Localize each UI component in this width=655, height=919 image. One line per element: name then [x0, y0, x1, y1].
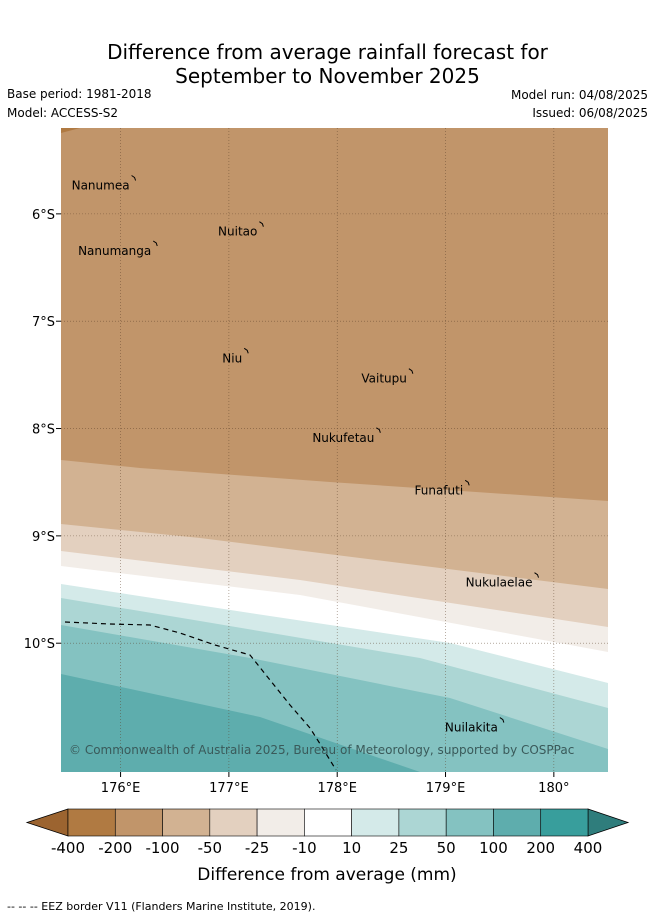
- lon-tick-label-2: 178°E: [317, 781, 357, 796]
- colorbar-swatch-7: [398, 808, 447, 837]
- eez-footnote: -- -- -- EEZ border V11 (Flanders Marine…: [7, 900, 316, 913]
- colorbar-swatch-8: [445, 808, 494, 837]
- island-outline-2: [152, 240, 158, 247]
- issued-date: Issued: 06/08/2025: [532, 106, 648, 120]
- title-line-1: Difference from average rainfall forecas…: [107, 40, 548, 64]
- colorbar-swatch-5: [304, 808, 352, 837]
- band-400-200: [61, 128, 80, 133]
- colorbar-tick-2: -100: [146, 839, 180, 857]
- colorbar-swatch-1: [114, 808, 163, 837]
- lat-tick-label-4: 10°S: [24, 637, 55, 652]
- colorbar-swatch-6: [351, 808, 400, 837]
- colorbar-swatch-3: [209, 808, 258, 837]
- colorbar-swatch-0: [67, 808, 116, 837]
- lat-tick-label-2: 8°S: [32, 423, 55, 438]
- island-label-0: Nanumea: [72, 179, 130, 193]
- island-outline-0: [131, 175, 137, 181]
- island-label-2: Nanumanga: [78, 244, 151, 258]
- colorbar-swatch-2: [162, 808, 211, 837]
- island-label-3: Niu: [222, 351, 242, 365]
- lon-tick-label-0: 176°E: [101, 781, 141, 796]
- lat-tick-labels: 6°S 7°S 8°S 9°S 10°S: [24, 208, 61, 652]
- colorbar-swatch-4: [256, 808, 305, 837]
- lat-tick-label-0: 6°S: [32, 208, 55, 223]
- island-label-8: Nuilakita: [445, 721, 498, 735]
- island-outline-7: [534, 572, 539, 578]
- colorbar-tick-6: 10: [342, 839, 361, 857]
- lon-tick-label-3: 179°E: [426, 781, 466, 796]
- island-outline-6: [464, 479, 470, 486]
- colorbar-tick-3: -50: [198, 839, 223, 857]
- colorbar-tick-4: -25: [245, 839, 270, 857]
- colorbar-under-arrow: [25, 808, 69, 837]
- model-name: Model: ACCESS-S2: [7, 106, 119, 120]
- lon-tick-label-4: 180°: [538, 781, 569, 796]
- island-label-6: Funafuti: [415, 483, 464, 497]
- colorbar-tick-9: 100: [479, 839, 508, 857]
- colorbar-tick-10: 200: [526, 839, 555, 857]
- lon-tick-labels: 176°E 177°E 178°E 179°E 180°: [101, 772, 570, 796]
- island-label-5: Nukufetau: [312, 431, 374, 445]
- island-outline-5: [376, 427, 381, 433]
- title-line-2: September to November 2025: [175, 64, 480, 88]
- chart-title: Difference from average rainfall forecas…: [0, 40, 655, 88]
- lat-tick-label-1: 7°S: [32, 315, 55, 330]
- colorbar: -400 -200 -100 -50 -25 -10 10 25 50 100 200 400: [25, 808, 630, 857]
- islands: Nanumea Nuitao Nanumanga Niu Vaitupu Nukufeta…: [72, 175, 539, 735]
- island-label-1: Nuitao: [218, 225, 257, 239]
- island-outline-3: [243, 347, 249, 354]
- band-100-200: [61, 674, 420, 772]
- lon-tick-label-1: 177°E: [209, 781, 249, 796]
- colorbar-over-arrow: [587, 808, 630, 837]
- colorbar-tick-8: 50: [437, 839, 456, 857]
- model-run: Model run: 04/08/2025: [510, 88, 648, 102]
- lat-tick-label-3: 9°S: [32, 530, 55, 545]
- eez-border: [64, 621, 337, 771]
- colorbar-swatch-10: [540, 808, 589, 837]
- island-label-4: Vaitupu: [361, 372, 407, 386]
- colorbar-tick-11: 400: [574, 839, 603, 857]
- rainfall-map: Nanumea Nuitao Nanumanga Niu Vaitupu Nukufeta…: [24, 128, 630, 885]
- colorbar-tick-1: -200: [98, 839, 132, 857]
- island-label-7: Nukulaelae: [466, 576, 533, 590]
- gridlines: [61, 128, 608, 772]
- island-outline-8: [499, 717, 505, 723]
- colorbar-tick-7: 25: [389, 839, 408, 857]
- island-outline-1: [259, 221, 264, 227]
- base-period: Base period: 1981-2018: [7, 87, 152, 101]
- copyright-notice: © Commonwealth of Australia 2025, Bureau…: [69, 743, 574, 757]
- colorbar-tick-5: -10: [292, 839, 317, 857]
- map-area: Nanumea Nuitao Nanumanga Niu Vaitupu Nukufeta…: [61, 128, 608, 772]
- colorbar-swatch-9: [493, 808, 542, 837]
- island-outline-4: [408, 368, 414, 374]
- colorbar-label: Difference from average (mm): [197, 865, 456, 885]
- colorbar-tick-0: -400: [51, 839, 85, 857]
